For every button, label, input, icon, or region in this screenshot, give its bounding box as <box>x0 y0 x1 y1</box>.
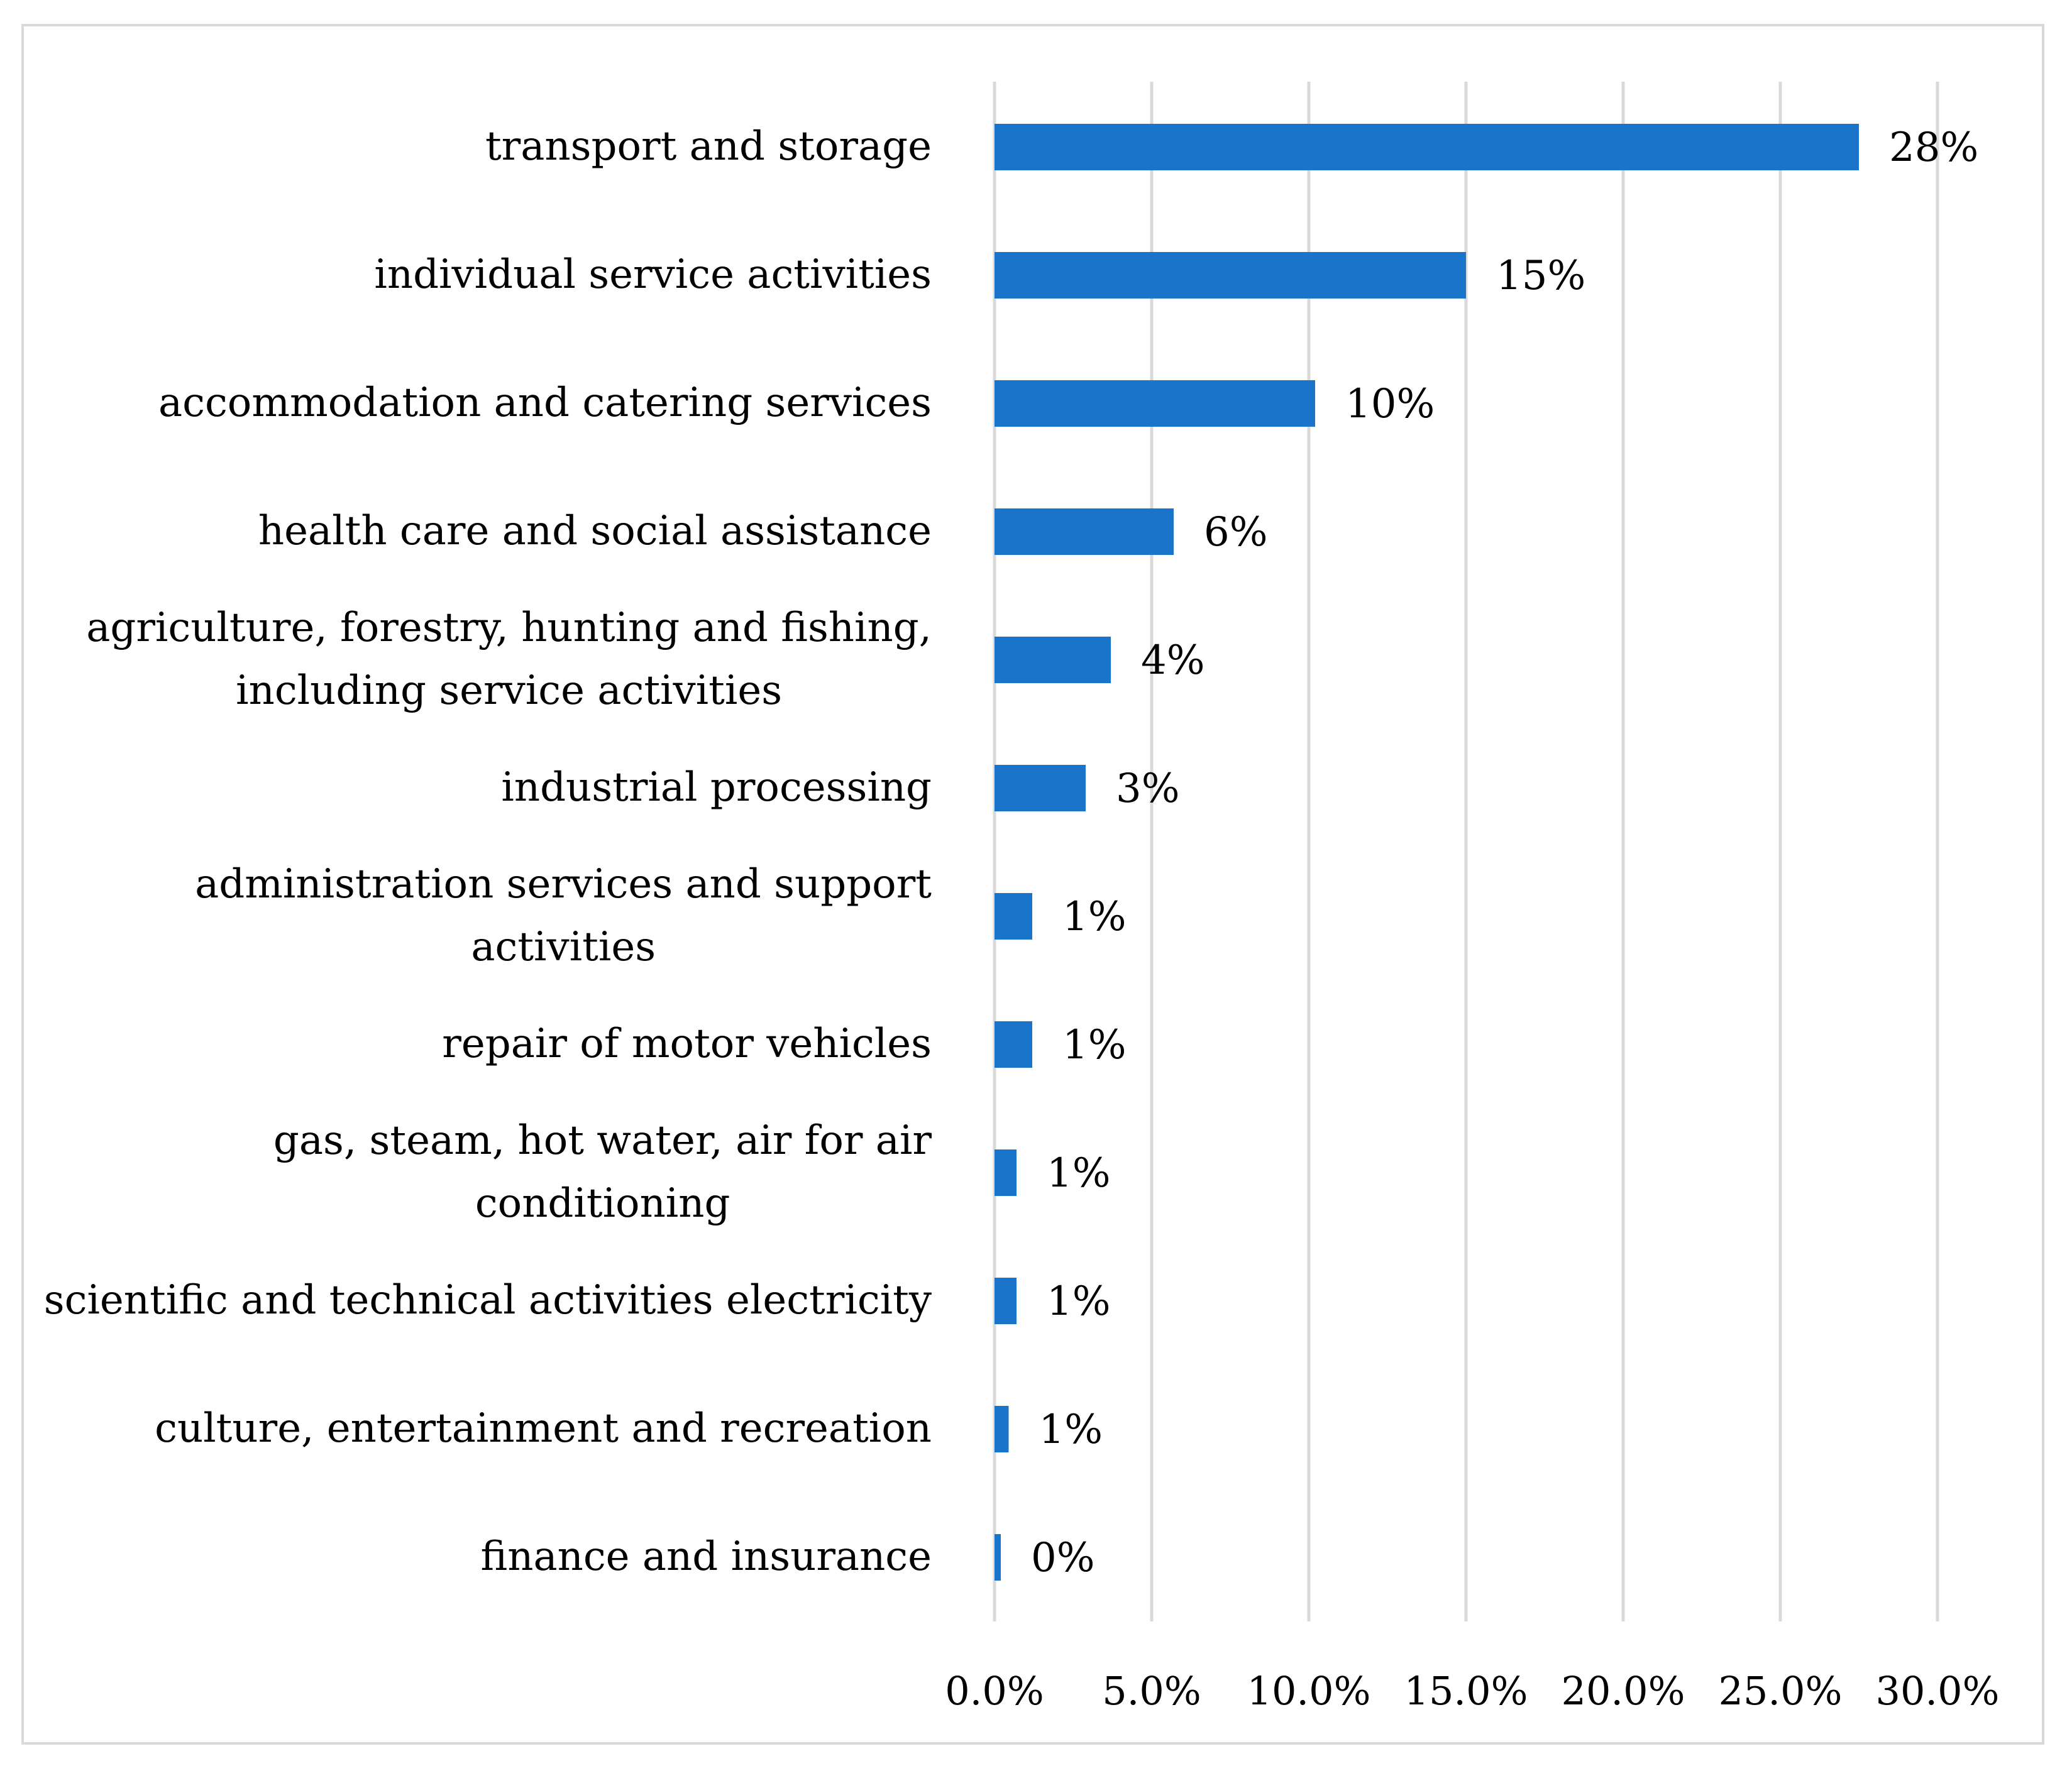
bar <box>995 252 1466 299</box>
bar <box>995 1021 1032 1068</box>
x-tick-label: 25.0% <box>1719 1668 1843 1714</box>
category-label: scientific and technical activities elec… <box>44 1277 932 1324</box>
bar <box>995 637 1111 683</box>
category-label: agriculture, forestry, hunting and fishi… <box>86 605 932 714</box>
data-label: 4% <box>1141 637 1205 684</box>
data-label: 15% <box>1496 253 1585 299</box>
bar <box>995 1534 1001 1581</box>
bar <box>995 124 1859 170</box>
x-tick-label: 5.0% <box>1102 1668 1201 1714</box>
bar <box>995 1149 1017 1196</box>
category-label: finance and insurance <box>481 1533 932 1580</box>
data-label: 3% <box>1116 765 1180 812</box>
category-label: repair of motor vehicles <box>442 1021 932 1067</box>
data-label: 1% <box>1047 1150 1111 1197</box>
data-label: 28% <box>1889 124 1978 171</box>
category-label: culture, entertainment and recreation <box>155 1405 932 1452</box>
x-tick-label: 10.0% <box>1247 1668 1371 1714</box>
bar <box>995 380 1315 427</box>
chart-frame <box>21 24 2044 1745</box>
data-label: 6% <box>1204 509 1268 556</box>
bar <box>995 1278 1017 1324</box>
category-label: gas, steam, hot water, air for air condit… <box>273 1117 932 1227</box>
data-label: 1% <box>1039 1407 1103 1453</box>
x-tick-label: 20.0% <box>1562 1668 1685 1714</box>
grid-lines <box>993 82 1939 1621</box>
data-label: 1% <box>1062 1022 1127 1068</box>
category-label: transport and storage <box>485 123 932 170</box>
bars <box>995 124 1859 1581</box>
bar <box>995 508 1174 555</box>
x-tick-label: 0.0% <box>945 1668 1044 1714</box>
data-label: 1% <box>1047 1278 1111 1325</box>
data-label: 1% <box>1062 894 1127 940</box>
category-label: accommodation and catering services <box>158 380 932 426</box>
bar <box>995 765 1086 811</box>
category-label: administration services and support activ… <box>195 861 932 970</box>
category-labels: transport and storage individual service … <box>44 123 932 1580</box>
x-tick-label: 15.0% <box>1404 1668 1528 1714</box>
category-label: individual service activities <box>374 251 932 298</box>
x-tick-label: 30.0% <box>1876 1668 2000 1714</box>
data-labels: 28% 15% 10% 6% 4% 3% 1% 1% 1% 1% 1% 0% <box>1031 124 1978 1581</box>
category-label: industrial processing <box>501 764 932 811</box>
category-label: health care and social assistance <box>258 508 932 554</box>
data-label: 10% <box>1345 381 1435 427</box>
bar <box>995 1406 1009 1452</box>
data-label: 0% <box>1031 1535 1095 1581</box>
x-axis-ticks: 0.0% 5.0% 10.0% 15.0% 20.0% 25.0% 30.0% <box>945 1668 1999 1714</box>
bar <box>995 893 1032 940</box>
